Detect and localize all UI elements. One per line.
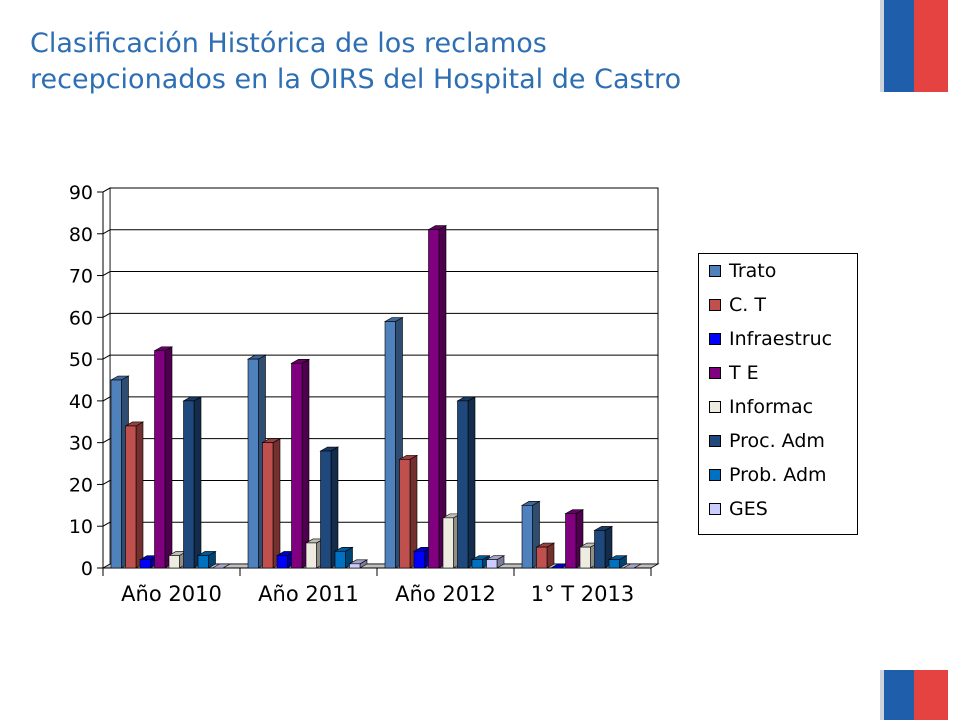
chile-flag-stripe-bottom xyxy=(884,670,948,720)
bar-side xyxy=(164,346,173,569)
y-tick-label: 80 xyxy=(69,224,93,246)
gridline-side xyxy=(102,312,111,318)
bar-infraestruc xyxy=(413,550,425,569)
x-tick-label: 1° T 2013 xyxy=(531,582,634,606)
bar-proc-adm xyxy=(457,400,469,569)
flag-blue-stripe xyxy=(884,670,914,720)
y-tick-label: 50 xyxy=(69,349,93,371)
bar-side xyxy=(135,421,144,569)
gridline-side xyxy=(102,438,111,444)
y-tick-label: 70 xyxy=(69,266,93,288)
gridline-side xyxy=(102,480,111,485)
bar-prob-adm xyxy=(471,559,483,569)
legend-item: Proc. Adm xyxy=(709,428,825,454)
legend-swatch xyxy=(709,367,721,379)
y-tick-label: 0 xyxy=(81,558,93,580)
y-tick-label: 90 xyxy=(69,182,93,204)
bar-ges xyxy=(349,563,361,569)
flag-shadow-top xyxy=(880,0,884,92)
gridline-side xyxy=(102,354,111,360)
x-tick-label: Año 2011 xyxy=(258,582,359,606)
slide-title: Clasificación Histórica de los reclamos … xyxy=(30,26,850,98)
bar-trato xyxy=(521,505,533,569)
legend-swatch xyxy=(709,503,721,515)
flag-shadow-bottom xyxy=(880,670,884,720)
y-tick-label: 20 xyxy=(69,474,93,496)
legend-label: C. T xyxy=(729,294,766,316)
legend-label: Infraestruc xyxy=(729,328,833,350)
bar-c-t xyxy=(399,459,411,569)
bar-c-t xyxy=(262,442,274,569)
bar-c-t xyxy=(536,546,548,569)
bar-infraestruc xyxy=(139,559,151,569)
bar-informac xyxy=(168,555,180,569)
chile-flag-stripe-top xyxy=(884,0,948,92)
bar-trato xyxy=(110,379,122,569)
gridline-side xyxy=(102,229,111,235)
legend-label: Trato xyxy=(729,260,777,282)
bar-trato xyxy=(247,358,259,569)
legend-item: T E xyxy=(709,360,759,386)
legend-swatch xyxy=(709,435,721,447)
slide-title-line-2: recepcionados en la OIRS del Hospital de… xyxy=(30,64,682,95)
bar-prob-adm xyxy=(197,555,209,569)
bar-ges xyxy=(486,559,498,569)
bar-trato xyxy=(384,321,396,569)
legend-item: C. T xyxy=(709,292,766,318)
legend-item: GES xyxy=(709,496,768,522)
bar-informac xyxy=(579,546,591,569)
slide-title-line-1: Clasificación Histórica de los reclamos xyxy=(30,28,547,59)
legend-swatch xyxy=(709,469,721,481)
gridline-side xyxy=(102,271,111,276)
gridline-side xyxy=(102,187,111,193)
x-tick-label: Año 2010 xyxy=(121,582,222,606)
legend-swatch xyxy=(709,333,721,345)
bar-c-t xyxy=(125,425,137,569)
bar-side xyxy=(301,358,310,569)
bar-prob-adm xyxy=(608,559,620,569)
bar-t-e xyxy=(291,362,303,569)
y-tick-label: 60 xyxy=(69,307,93,329)
legend-swatch xyxy=(709,299,721,311)
legend-item: Trato xyxy=(709,258,776,284)
legend-label: T E xyxy=(729,362,759,384)
legend-label: Informac xyxy=(729,396,814,418)
chart-legend: Trato C. T Infraestruc T E Informac Proc. Adm… xyxy=(698,253,858,535)
y-tick-label: 10 xyxy=(69,516,93,538)
bar-side xyxy=(193,396,202,569)
legend-swatch xyxy=(709,265,721,277)
legend-label: Prob. Adm xyxy=(729,464,827,486)
bar-prob-adm xyxy=(334,550,346,569)
bar-proc-adm xyxy=(594,530,606,569)
chart-side-wall xyxy=(102,187,111,569)
bar-proc-adm xyxy=(183,400,195,569)
legend-item: Prob. Adm xyxy=(709,462,827,488)
bar-informac xyxy=(442,517,454,569)
bar-t-e xyxy=(428,229,440,569)
bar-top xyxy=(211,563,232,569)
gridline-side xyxy=(102,521,111,527)
bar-side xyxy=(272,438,281,569)
flag-red-stripe xyxy=(914,0,948,92)
flag-red-stripe xyxy=(914,670,948,720)
bar-proc-adm xyxy=(320,450,332,569)
legend-label: GES xyxy=(729,498,768,520)
bar-top xyxy=(622,563,643,569)
y-tick-label: 30 xyxy=(69,433,93,455)
gridline-side xyxy=(102,396,111,402)
legend-label: Proc. Adm xyxy=(729,430,825,452)
flag-blue-stripe xyxy=(884,0,914,92)
x-tick-label: Año 2012 xyxy=(395,582,496,606)
legend-item: Informac xyxy=(709,394,813,420)
bar-informac xyxy=(305,542,317,569)
bar-t-e xyxy=(565,513,577,569)
y-tick-label: 40 xyxy=(69,391,93,413)
bar-t-e xyxy=(154,350,166,569)
legend-item: Infraestruc xyxy=(709,326,832,352)
legend-swatch xyxy=(709,401,721,413)
bar-infraestruc xyxy=(276,555,288,569)
bar-side xyxy=(467,396,476,569)
